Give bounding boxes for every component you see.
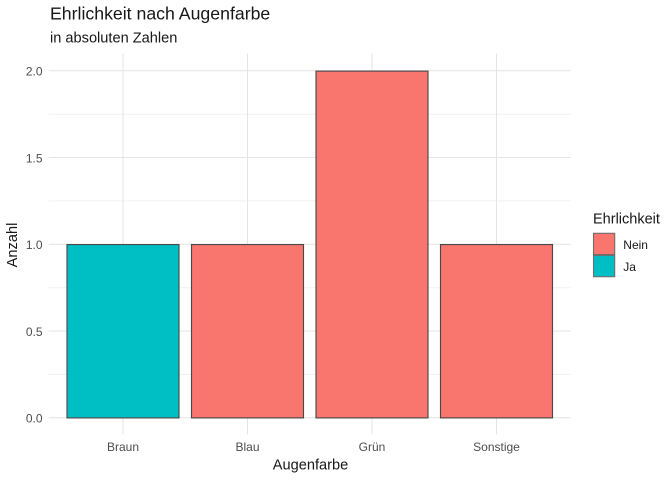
svg-text:1.0: 1.0 xyxy=(26,238,43,252)
svg-text:Nein: Nein xyxy=(623,238,648,252)
svg-text:Braun: Braun xyxy=(107,440,139,454)
svg-text:0.0: 0.0 xyxy=(26,412,43,426)
svg-text:Sonstige: Sonstige xyxy=(473,440,520,454)
svg-text:Augenfarbe: Augenfarbe xyxy=(273,457,348,473)
svg-text:Ehrlichkeit nach Augenfarbe: Ehrlichkeit nach Augenfarbe xyxy=(50,4,270,24)
svg-text:Blau: Blau xyxy=(235,440,259,454)
svg-text:0.5: 0.5 xyxy=(26,325,43,339)
svg-text:1.5: 1.5 xyxy=(26,151,43,165)
svg-text:Anzahl: Anzahl xyxy=(5,223,21,268)
svg-text:Ja: Ja xyxy=(623,260,636,274)
svg-text:Ehrlichkeit: Ehrlichkeit xyxy=(593,211,660,227)
svg-text:Grün: Grün xyxy=(359,440,386,454)
svg-text:in absoluten Zahlen: in absoluten Zahlen xyxy=(50,30,177,46)
svg-text:2.0: 2.0 xyxy=(26,65,43,79)
